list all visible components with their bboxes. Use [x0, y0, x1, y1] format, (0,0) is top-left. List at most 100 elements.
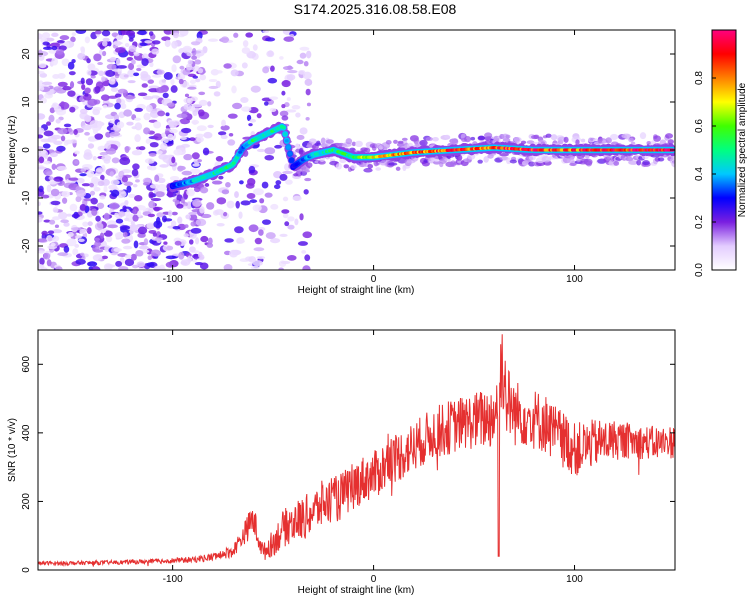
spectrogram-noise-blob: [126, 121, 134, 126]
spectrogram-ridge-core: [284, 139, 289, 143]
spectrogram-noise-blob: [239, 180, 244, 185]
spectrogram-noise-blob: [181, 170, 193, 176]
spectrogram-noise-blob: [252, 260, 263, 267]
spectrogram-noise-blob: [267, 77, 278, 84]
spectrogram-noise-blob: [192, 75, 199, 79]
spectrogram-noise-blob: [104, 142, 111, 150]
spectrogram-noise-blob: [109, 131, 121, 137]
spectrogram-noise-blob: [207, 124, 214, 129]
spectrogram-noise-blob: [204, 182, 210, 187]
spectrogram-noise-blob: [105, 264, 116, 268]
spectrogram-noise-blob: [221, 119, 226, 127]
spectrogram-noise-blob: [285, 109, 297, 113]
spectrogram-noise-blob: [296, 59, 304, 65]
spectrogram-noise-blob: [101, 76, 106, 82]
spectrogram-halo-blob: [320, 137, 326, 145]
spectrogram-noise-blob: [188, 211, 198, 216]
spectrogram-noise-blob: [163, 30, 173, 35]
spectrogram-halo-blob: [642, 160, 650, 166]
spectrogram-noise-blob: [192, 259, 197, 263]
spectrogram-noise-blob: [110, 76, 116, 82]
spectrogram-noise-blob: [51, 45, 58, 51]
spectrogram-noise-blob: [101, 255, 109, 260]
spectrogram-noise-blob: [207, 38, 219, 42]
spectrogram-noise-blob: [263, 101, 269, 106]
snr-y-tick-label: 200: [21, 493, 32, 510]
spectrogram-noise-blob: [80, 252, 85, 256]
spectrogram-noise-blob: [80, 77, 85, 85]
spectrogram-noise-blob: [287, 216, 295, 222]
spectrogram-noise-blob: [220, 134, 228, 140]
spectrogram-noise-blob: [100, 94, 110, 101]
spectrogram-halo-blob: [279, 110, 289, 117]
spectrogram-noise-blob: [203, 131, 213, 139]
spectrogram-noise-blob: [84, 93, 89, 97]
spectrogram-noise-blob: [90, 31, 98, 40]
spectrogram-noise-blob: [159, 164, 169, 168]
spectrogram-noise-blob: [164, 130, 170, 136]
spectrogram-noise-blob: [196, 31, 203, 40]
spectrogram-noise-blob: [38, 238, 48, 243]
spectrogram-noise-blob: [171, 40, 178, 49]
spectrogram-noise-blob: [83, 152, 93, 160]
spectrogram-noise-blob: [87, 143, 95, 149]
spectrogram-noise-blob: [168, 210, 173, 217]
spectrogram-noise-blob: [200, 235, 209, 243]
spectrogram-noise-blob: [124, 217, 130, 222]
spectrogram-noise-blob: [274, 144, 283, 149]
spectrogram-noise-blob: [144, 40, 153, 44]
spectrogram-noise-blob: [71, 59, 76, 64]
spectrogram-noise-blob: [208, 78, 218, 83]
spectrogram-noise-blob: [79, 173, 88, 177]
spectrogram-noise-blob: [52, 207, 59, 213]
spectrogram-noise-blob: [191, 152, 200, 160]
spectrogram-noise-blob: [298, 69, 306, 75]
spectrogram-noise-blob: [151, 48, 160, 55]
spectrogram-noise-blob: [264, 192, 273, 198]
spectrogram-noise-blob: [299, 213, 304, 221]
spectrogram-noise-blob: [181, 127, 192, 134]
spectrogram-noise-blob: [50, 152, 58, 158]
spectrogram-noise-blob: [114, 102, 121, 110]
spectrogram-noise-blob: [195, 218, 207, 227]
spectrogram-noise-blob: [51, 32, 59, 38]
spectrogram-noise-blob: [57, 81, 68, 87]
spectrogram-noise-blob: [189, 137, 196, 142]
spectrogram-image: [38, 30, 675, 270]
spectrogram-noise-blob: [93, 249, 104, 253]
spectrogram-ridge-core: [283, 132, 288, 136]
spectrogram-noise-blob: [213, 91, 221, 97]
spectrogram-noise-blob: [75, 30, 87, 34]
spectrogram-halo-blob: [419, 139, 428, 147]
spectrogram-noise-blob: [207, 101, 212, 107]
spectrogram-noise-blob: [105, 148, 117, 155]
spectrogram-ridge-core: [289, 158, 294, 162]
spectrogram-ridge-core: [233, 158, 238, 162]
spectrogram-halo-blob: [545, 133, 552, 138]
spectrogram-halo-blob: [385, 139, 392, 145]
spectrogram-noise-blob: [38, 250, 45, 254]
spectrogram-noise-blob: [109, 171, 114, 177]
spectrogram-noise-blob: [47, 230, 55, 235]
spectrogram-noise-blob: [107, 224, 118, 229]
spectrogram-noise-blob: [286, 74, 296, 81]
spectrogram-noise-blob: [81, 183, 91, 187]
spectrogram-noise-blob: [115, 58, 121, 66]
snr-x-tick-label: 100: [566, 574, 583, 585]
spectrogram-noise-blob: [83, 198, 93, 202]
spectrogram-noise-blob: [95, 167, 105, 173]
spectrogram-halo-blob: [533, 134, 540, 140]
spectrogram-noise-blob: [193, 186, 201, 193]
snr-frame: [37, 329, 676, 571]
spectrogram-noise-blob: [68, 71, 76, 76]
spectrogram-noise-blob: [100, 174, 105, 181]
spectrogram-noise-blob: [190, 41, 201, 46]
spectrogram-noise-blob: [197, 68, 204, 74]
spectrogram-noise-blob: [60, 219, 69, 224]
spectrogram-noise-blob: [287, 70, 298, 74]
spectrogram-noise-blob: [303, 189, 309, 195]
chart-title: S174.2025.316.08.58.E08: [293, 1, 457, 17]
spectrogram-halo-blob: [464, 135, 471, 143]
spectrogram-noise-blob: [43, 252, 51, 260]
